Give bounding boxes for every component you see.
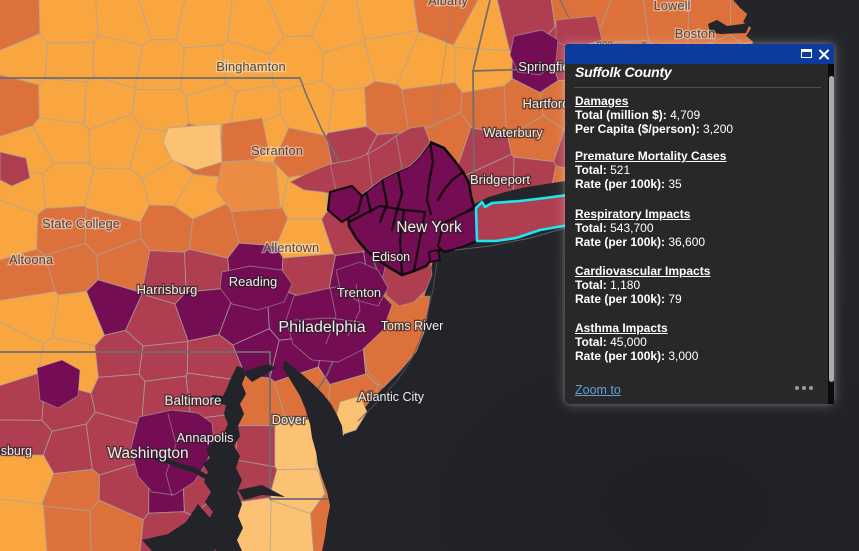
- svg-text:Trenton: Trenton: [337, 285, 381, 300]
- svg-text:Hartford: Hartford: [523, 96, 570, 111]
- svg-text:Reading: Reading: [229, 274, 277, 289]
- svg-text:Harrisburg: Harrisburg: [137, 282, 198, 297]
- svg-text:Scranton: Scranton: [251, 143, 303, 158]
- svg-text:Leesburg: Leesburg: [0, 444, 32, 458]
- svg-text:Atlantic City: Atlantic City: [358, 390, 425, 404]
- svg-text:Boston: Boston: [675, 26, 715, 41]
- svg-text:Edison: Edison: [372, 250, 410, 264]
- svg-text:Philadelphia: Philadelphia: [278, 319, 365, 336]
- svg-text:Washington: Washington: [107, 445, 188, 462]
- svg-text:Altoona: Altoona: [9, 252, 54, 267]
- svg-text:Albany: Albany: [428, 0, 468, 8]
- svg-text:State College: State College: [42, 216, 120, 231]
- svg-text:Baltimore: Baltimore: [164, 393, 221, 408]
- svg-text:Binghamton: Binghamton: [216, 59, 285, 74]
- svg-text:Allentown: Allentown: [263, 240, 319, 255]
- svg-text:Annapolis: Annapolis: [176, 430, 234, 445]
- svg-text:New York: New York: [396, 219, 462, 236]
- svg-text:Waterbury: Waterbury: [483, 125, 543, 140]
- svg-text:Bridgeport: Bridgeport: [470, 172, 530, 187]
- svg-text:Toms River: Toms River: [381, 319, 444, 333]
- svg-text:Dover: Dover: [272, 412, 307, 427]
- svg-text:Lowell: Lowell: [654, 0, 691, 13]
